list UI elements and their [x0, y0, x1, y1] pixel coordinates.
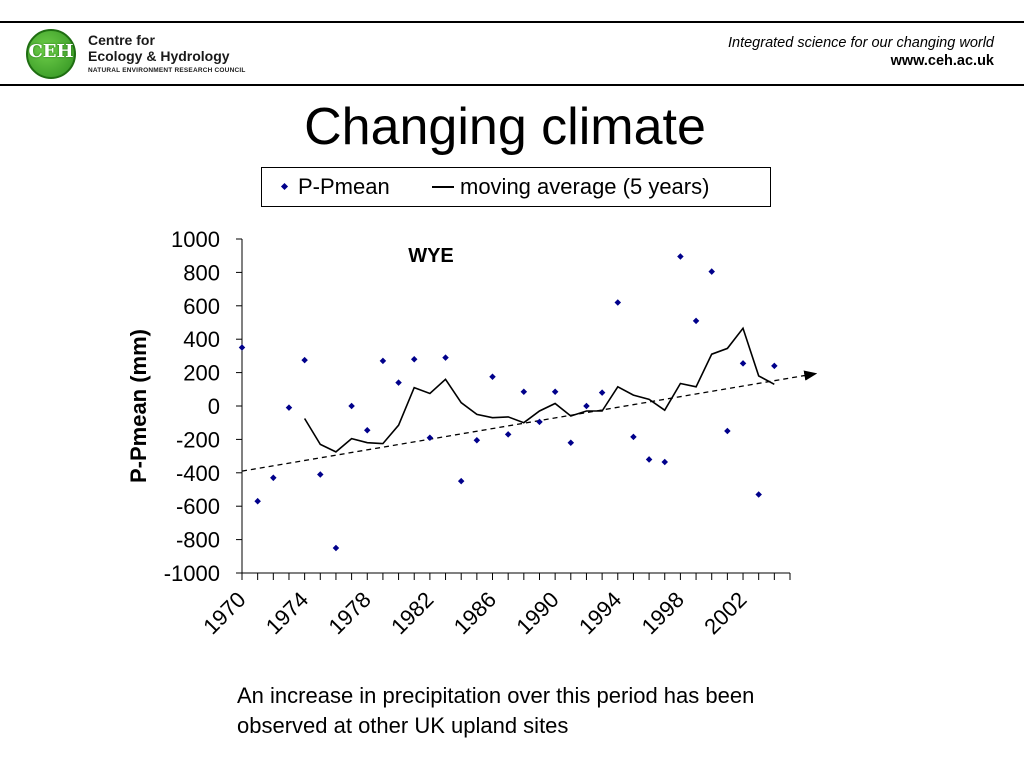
data-point: [567, 439, 575, 446]
data-point: [317, 471, 324, 478]
legend-label-points: P-Pmean: [298, 174, 390, 199]
data-point: [379, 357, 387, 365]
slide-title: Changing climate: [304, 98, 706, 156]
header-tagline: Integrated science for our changing worl…: [728, 34, 994, 70]
data-point: [285, 404, 293, 411]
logo-line-1: Centre for: [88, 32, 155, 48]
data-point: [410, 355, 418, 363]
logo-abbreviation: CEH: [28, 41, 74, 62]
header-bottom-rule: [0, 84, 1024, 86]
x-tick-label: 1978: [323, 587, 375, 639]
data-point: [238, 344, 246, 351]
data-point: [724, 427, 731, 435]
y-tick-label: 200: [183, 361, 220, 386]
website-url[interactable]: www.ceh.ac.uk: [890, 53, 994, 69]
logo-line-3: NATURAL ENVIRONMENT RESEARCH COUNCIL: [88, 67, 246, 74]
x-tick-label: 2002: [699, 587, 751, 639]
data-point: [348, 402, 355, 410]
data-point: [583, 402, 590, 410]
header-top-rule: [0, 21, 1024, 23]
data-point: [755, 491, 762, 498]
y-tick-label: -200: [176, 427, 220, 452]
y-tick-label: -800: [176, 528, 220, 553]
y-tick-label: 0: [208, 394, 220, 419]
trend-line: [241, 370, 818, 472]
x-tick-label: 1986: [449, 587, 501, 639]
x-tick-label: 1994: [574, 587, 626, 639]
moving-average-line: [303, 326, 775, 453]
legend-marker-line: [432, 186, 454, 188]
x-tick-label: 1990: [511, 587, 563, 639]
x-tick-label: 1970: [198, 587, 250, 639]
legend-label-moving-average: moving average (5 years): [460, 174, 710, 199]
y-tick-label: 400: [183, 327, 220, 352]
data-point: [473, 436, 481, 444]
data-point: [520, 388, 528, 396]
data-point: [364, 426, 371, 434]
data-point: [395, 379, 402, 386]
y-tick-label: 1000: [171, 227, 220, 252]
logo-line-2: Ecology & Hydrology: [88, 48, 230, 64]
y-tick-label: 600: [183, 294, 220, 319]
data-point: [332, 544, 340, 552]
logo-text: Centre for Ecology & Hydrology NATURAL E…: [88, 32, 246, 74]
slide-header: CEH Centre for Ecology & Hydrology NATUR…: [0, 0, 1024, 86]
x-tick-label: 1998: [637, 587, 689, 639]
data-point: [677, 253, 684, 260]
data-point: [270, 474, 277, 482]
data-point: [426, 434, 434, 441]
y-tick-label: -1000: [164, 561, 220, 586]
y-tick-label: -600: [176, 494, 220, 519]
x-tick-label: 1982: [386, 587, 438, 639]
data-point: [771, 362, 778, 370]
data-point: [254, 497, 261, 505]
data-point: [630, 433, 637, 441]
data-point: [645, 456, 653, 463]
data-point: [551, 388, 559, 396]
y-axis-title: P-Pmean (mm): [126, 329, 151, 483]
data-point: [536, 418, 543, 426]
data-point: [301, 356, 308, 364]
chart-legend: P-Pmean moving average (5 years): [261, 167, 771, 207]
y-tick-label: 800: [183, 260, 220, 285]
data-point: [442, 354, 449, 361]
data-point: [504, 431, 512, 438]
data-point: [598, 389, 606, 396]
x-tick-label: 1974: [261, 587, 313, 639]
data-point: [708, 268, 715, 275]
data-point: [489, 373, 496, 381]
data-point: [457, 477, 465, 485]
data-point: [614, 299, 622, 306]
y-tick-label: -400: [176, 461, 220, 486]
chart-annotation-wye: WYE: [408, 245, 454, 267]
tagline-text: Integrated science for our changing worl…: [728, 35, 994, 51]
data-point: [692, 317, 700, 325]
ceh-logo: CEH Centre for Ecology & Hydrology NATUR…: [26, 28, 276, 80]
slide-caption: An increase in precipitation over this p…: [237, 683, 755, 738]
ceh-logo-emblem-icon: [26, 29, 76, 79]
data-point: [661, 458, 668, 466]
data-point: [739, 360, 747, 367]
